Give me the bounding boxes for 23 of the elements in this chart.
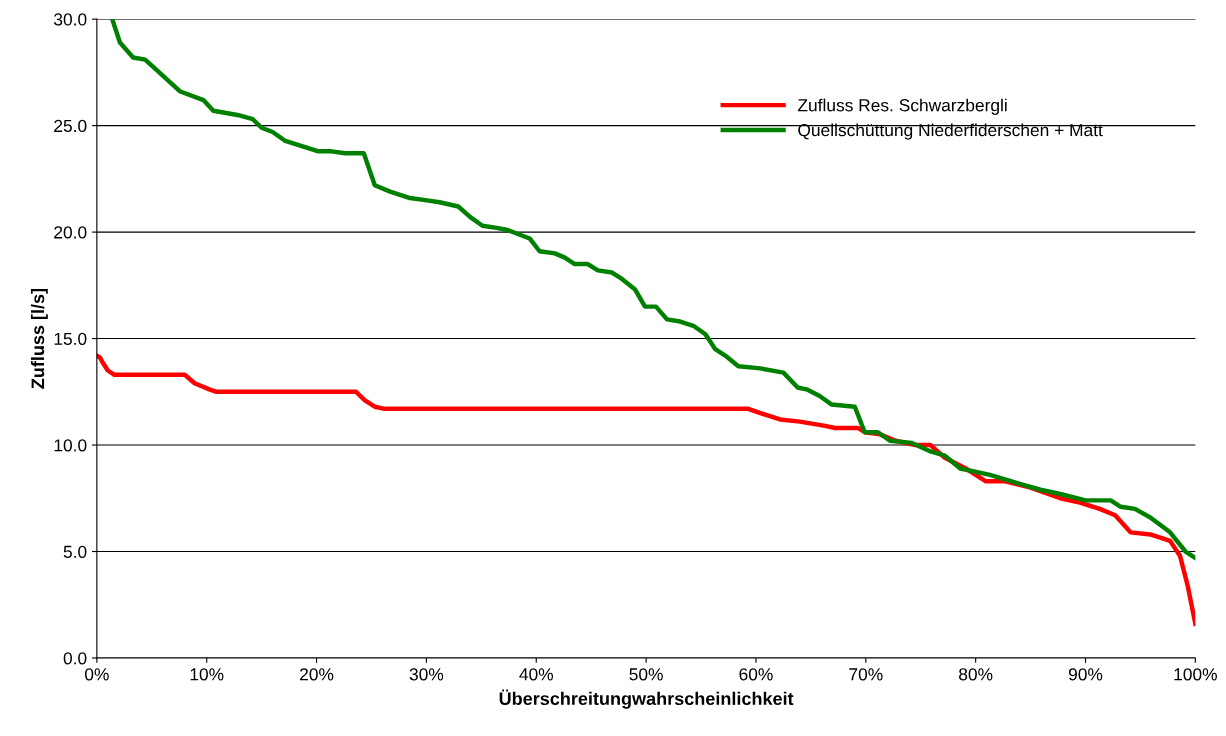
line-series bbox=[110, 19, 1196, 561]
x-tick-label: 0% bbox=[84, 668, 109, 681]
x-tick-label: 60% bbox=[739, 668, 773, 681]
y-tick-label: 15.0 bbox=[54, 332, 87, 346]
x-tick-label: 70% bbox=[849, 668, 883, 681]
y-tick-label: 10.0 bbox=[54, 439, 87, 452]
y-tick-label: 20.0 bbox=[54, 226, 87, 239]
x-tick-label: 50% bbox=[629, 668, 663, 681]
legend-label: Quellschüttung Niederfiderschen + Matt bbox=[798, 123, 1103, 140]
y-tick-label: 25.0 bbox=[54, 119, 87, 133]
y-tick-label: 30.0 bbox=[54, 13, 87, 26]
x-axis-title: Überschreitungwahrscheinlichkeit bbox=[499, 689, 794, 709]
y-tick-label: 5.0 bbox=[63, 545, 87, 558]
x-tick-label: 20% bbox=[300, 668, 334, 681]
x-tick-label: 40% bbox=[519, 668, 554, 681]
x-tick-label: 30% bbox=[409, 668, 444, 681]
x-tick-label: 10% bbox=[190, 668, 224, 681]
x-tick-label: 90% bbox=[1068, 668, 1103, 681]
y-tick-label: 0.0 bbox=[63, 652, 87, 665]
x-tick-label: 80% bbox=[959, 668, 993, 681]
y-axis-title: Zufluss [l/s] bbox=[30, 288, 48, 389]
x-tick-label: 100% bbox=[1174, 668, 1217, 681]
legend-label: Zufluss Res. Schwarzbergli bbox=[797, 98, 1007, 115]
